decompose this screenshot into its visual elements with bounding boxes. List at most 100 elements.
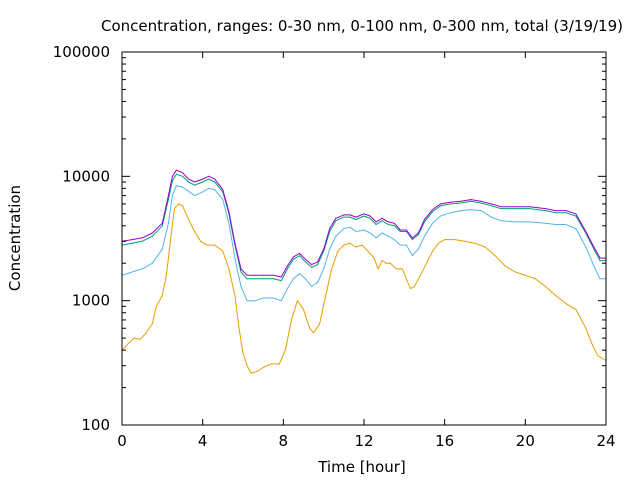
data-point [290, 319, 292, 321]
data-point [494, 255, 496, 257]
data-point [432, 222, 434, 224]
data-point [194, 231, 196, 232]
data-point [286, 288, 288, 290]
data-point [575, 308, 577, 310]
x-tick-label: 20 [516, 432, 535, 450]
data-point [411, 239, 413, 241]
data-point [480, 202, 482, 204]
data-point [417, 234, 419, 236]
data-point [254, 274, 256, 276]
data-point [565, 210, 567, 212]
data-point [387, 221, 389, 223]
data-point [405, 231, 407, 232]
data-point [208, 175, 210, 177]
data-point [514, 221, 516, 223]
data-point [161, 222, 163, 224]
data-point [470, 199, 472, 201]
data-point [194, 184, 196, 186]
data-point [214, 181, 216, 183]
data-point [450, 203, 452, 205]
data-point [381, 260, 383, 262]
data-point [131, 271, 133, 273]
data-point [188, 181, 190, 183]
data-point [545, 222, 546, 224]
data-point [490, 205, 492, 207]
data-point [438, 242, 440, 244]
data-point [373, 257, 375, 259]
data-point [299, 273, 300, 275]
plot-frame [121, 51, 607, 426]
data-point [262, 278, 264, 280]
data-point [555, 224, 557, 225]
data-point [545, 286, 546, 287]
data-point [343, 244, 345, 246]
data-point [593, 246, 595, 248]
data-point [155, 305, 157, 307]
data-point [311, 286, 313, 287]
data-point [597, 355, 599, 357]
data-point [246, 274, 248, 276]
data-point [323, 250, 325, 252]
chart-title: Concentration, ranges: 0-30 nm, 0-100 nm… [101, 17, 623, 35]
data-point [222, 250, 224, 252]
data-point [450, 201, 452, 203]
data-point [593, 248, 595, 250]
series-3 [121, 169, 607, 278]
data-point [325, 295, 327, 296]
data-point [331, 268, 333, 270]
data-point [335, 235, 337, 237]
data-point [303, 308, 304, 310]
data-point [133, 337, 135, 339]
data-point [317, 261, 319, 263]
data-point [375, 237, 377, 239]
data-point [272, 278, 274, 280]
data-point [141, 268, 143, 270]
data-point [528, 208, 530, 210]
data-point [165, 274, 167, 276]
data-point [585, 246, 587, 248]
series-0 [121, 203, 607, 374]
data-point [280, 276, 282, 278]
data-point [565, 212, 567, 214]
data-point [214, 189, 216, 191]
data-point [349, 216, 351, 218]
data-point [599, 278, 601, 280]
data-point [417, 232, 419, 234]
data-point [420, 274, 421, 276]
data-point [417, 248, 419, 250]
data-point [317, 264, 319, 266]
data-point [299, 255, 300, 257]
data-point [270, 363, 272, 365]
data-point [565, 302, 567, 304]
data-point [363, 229, 365, 231]
data-point [555, 295, 557, 296]
series-1 [121, 185, 607, 302]
data-point [171, 195, 173, 197]
data-point [432, 209, 434, 211]
data-point [228, 268, 230, 270]
data-point [343, 214, 345, 216]
data-point [292, 258, 294, 260]
data-point [335, 217, 337, 219]
data-point [208, 187, 210, 189]
data-point [182, 205, 183, 207]
data-point [329, 231, 331, 232]
y-tick-label: 10000 [62, 167, 110, 185]
x-tick-label: 0 [117, 432, 127, 450]
data-point [585, 327, 587, 329]
data-point [405, 229, 407, 231]
data-point [555, 212, 557, 214]
data-point [151, 323, 153, 325]
data-point [440, 215, 442, 217]
data-point [171, 180, 173, 182]
data-point [355, 231, 357, 232]
data-point [208, 178, 210, 180]
data-point [424, 219, 425, 220]
data-point [335, 220, 337, 222]
data-point [381, 220, 383, 222]
data-point [175, 185, 177, 187]
data-point [296, 300, 298, 302]
data-point [500, 220, 502, 222]
data-point [228, 222, 230, 224]
